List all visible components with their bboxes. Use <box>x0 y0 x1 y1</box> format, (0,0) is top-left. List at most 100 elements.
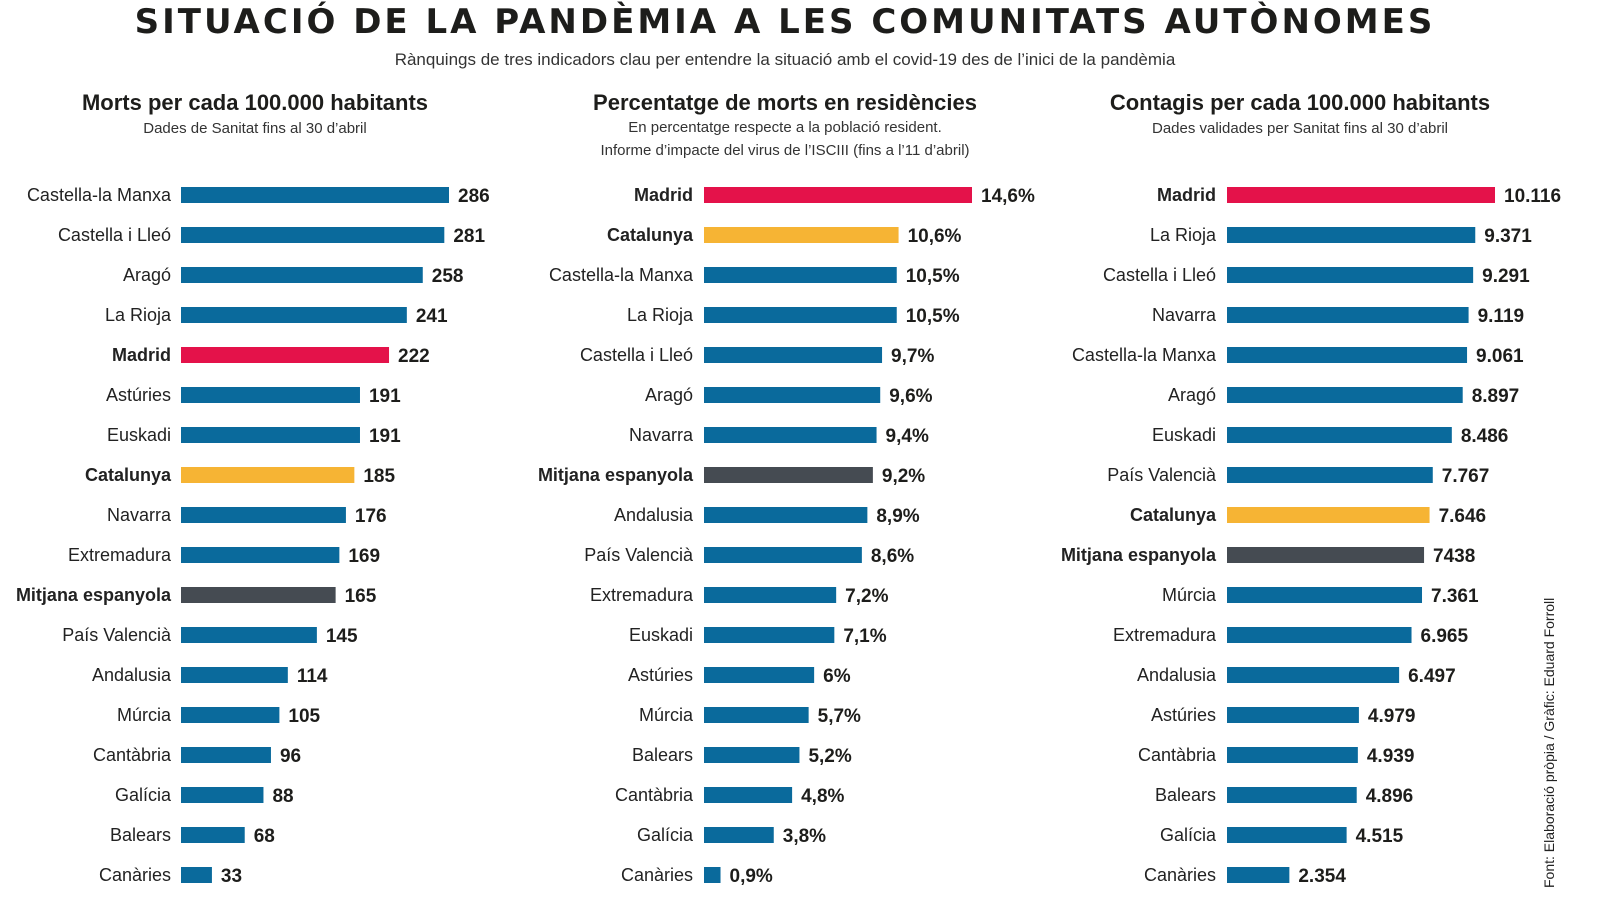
bar <box>1227 427 1452 443</box>
bar <box>704 347 883 363</box>
value-label: 10,6% <box>908 226 962 247</box>
bar <box>1227 747 1358 763</box>
bar <box>1227 347 1468 363</box>
category-label: Madrid <box>112 345 171 365</box>
category-label: Múrcia <box>639 705 694 725</box>
bar <box>704 627 835 643</box>
bar <box>704 467 873 483</box>
chart-subtitle-line-2: Informe d’impacte del virus de l’ISCIII … <box>600 142 970 159</box>
bar <box>1227 627 1412 643</box>
value-label: 4,8% <box>801 786 844 807</box>
value-label: 6.965 <box>1421 626 1469 647</box>
category-label: Navarra <box>1152 305 1217 325</box>
category-label: Canàries <box>1144 865 1216 885</box>
source-credit: Font: Elaboració pròpia / Gràfic: Eduard… <box>1541 597 1557 888</box>
bar <box>181 187 449 203</box>
category-label: Balears <box>632 745 693 765</box>
category-label: Catalunya <box>607 225 694 245</box>
bar <box>181 307 407 323</box>
bar <box>704 587 837 603</box>
category-label: Extremadura <box>1113 625 1217 645</box>
bar <box>704 827 774 843</box>
bar <box>181 427 360 443</box>
chart-subtitle: En percentatge respecte a la població re… <box>628 119 942 136</box>
category-label: La Rioja <box>1150 225 1217 245</box>
bar <box>181 747 271 763</box>
value-label: 176 <box>355 506 387 527</box>
category-label: País Valencià <box>1107 465 1217 485</box>
bar <box>1227 867 1290 883</box>
value-label: 145 <box>326 626 358 647</box>
chart-title: Percentatge de morts en residències <box>593 90 977 115</box>
category-label: País Valencià <box>62 625 172 645</box>
category-label: Navarra <box>629 425 694 445</box>
chart-panel-residences: Percentatge de morts en residències En p… <box>525 0 1045 900</box>
bar <box>1227 587 1423 603</box>
value-label: 9.119 <box>1478 306 1525 327</box>
category-label: Astúries <box>628 665 693 685</box>
bar <box>1227 707 1359 723</box>
category-label: Euskadi <box>107 425 171 445</box>
bar <box>704 307 897 323</box>
value-label: 4.939 <box>1367 746 1415 767</box>
value-label: 68 <box>254 826 275 847</box>
category-label: Catalunya <box>85 465 172 485</box>
value-label: 88 <box>272 786 293 807</box>
bar <box>704 787 793 803</box>
bar <box>704 267 897 283</box>
bar <box>704 867 721 883</box>
bar <box>181 547 340 563</box>
value-label: 5,2% <box>808 746 851 767</box>
bar <box>181 587 336 603</box>
category-label: Mitjana espanyola <box>538 465 694 485</box>
value-label: 9.371 <box>1484 226 1532 247</box>
category-label: Canàries <box>99 865 171 885</box>
bar <box>1227 507 1430 523</box>
page-subtitle: Rànquings de tres indicadors clau per en… <box>394 50 1176 69</box>
category-label: País Valencià <box>584 545 694 565</box>
bar-chart-deaths: Castella-la Manxa 286 Castella i Lleó 281 Ar… <box>16 185 490 887</box>
value-label: 7,1% <box>843 626 886 647</box>
bar <box>704 227 899 243</box>
value-label: 9.291 <box>1482 266 1530 287</box>
category-label: Extremadura <box>590 585 694 605</box>
value-label: 96 <box>280 746 301 767</box>
category-label: Castella-la Manxa <box>1072 345 1217 365</box>
category-label: Múrcia <box>1162 585 1217 605</box>
value-label: 6% <box>823 666 851 687</box>
bar <box>1227 467 1433 483</box>
value-label: 9,6% <box>889 386 932 407</box>
value-label: 169 <box>348 546 380 567</box>
chart-title: Morts per cada 100.000 habitants <box>81 90 429 115</box>
bar <box>1227 267 1474 283</box>
bar <box>704 387 881 403</box>
value-label: 9.061 <box>1476 346 1524 367</box>
value-label: 286 <box>458 186 490 207</box>
value-label: 7,2% <box>845 586 888 607</box>
category-label: Madrid <box>634 185 693 205</box>
category-label: Madrid <box>1157 185 1216 205</box>
category-label: Mitjana espanyola <box>1061 545 1217 565</box>
value-label: 9,7% <box>891 346 934 367</box>
bar <box>181 267 423 283</box>
bar <box>704 747 800 763</box>
value-label: 9,2% <box>882 466 925 487</box>
bar <box>181 627 317 643</box>
category-label: Galícia <box>115 785 172 805</box>
value-label: 8.897 <box>1472 386 1520 407</box>
value-label: 191 <box>369 426 401 447</box>
category-label: Andalusia <box>614 505 694 525</box>
value-label: 5,7% <box>818 706 861 727</box>
value-label: 6.497 <box>1408 666 1456 687</box>
value-label: 14,6% <box>981 186 1035 207</box>
value-label: 3,8% <box>783 826 826 847</box>
bar <box>704 427 877 443</box>
bar <box>181 387 360 403</box>
category-label: La Rioja <box>627 305 694 325</box>
category-label: La Rioja <box>105 305 172 325</box>
category-label: Balears <box>1155 785 1216 805</box>
value-label: 4.979 <box>1368 706 1416 727</box>
value-label: 258 <box>432 266 464 287</box>
value-label: 10,5% <box>906 306 960 327</box>
bar <box>1227 227 1476 243</box>
